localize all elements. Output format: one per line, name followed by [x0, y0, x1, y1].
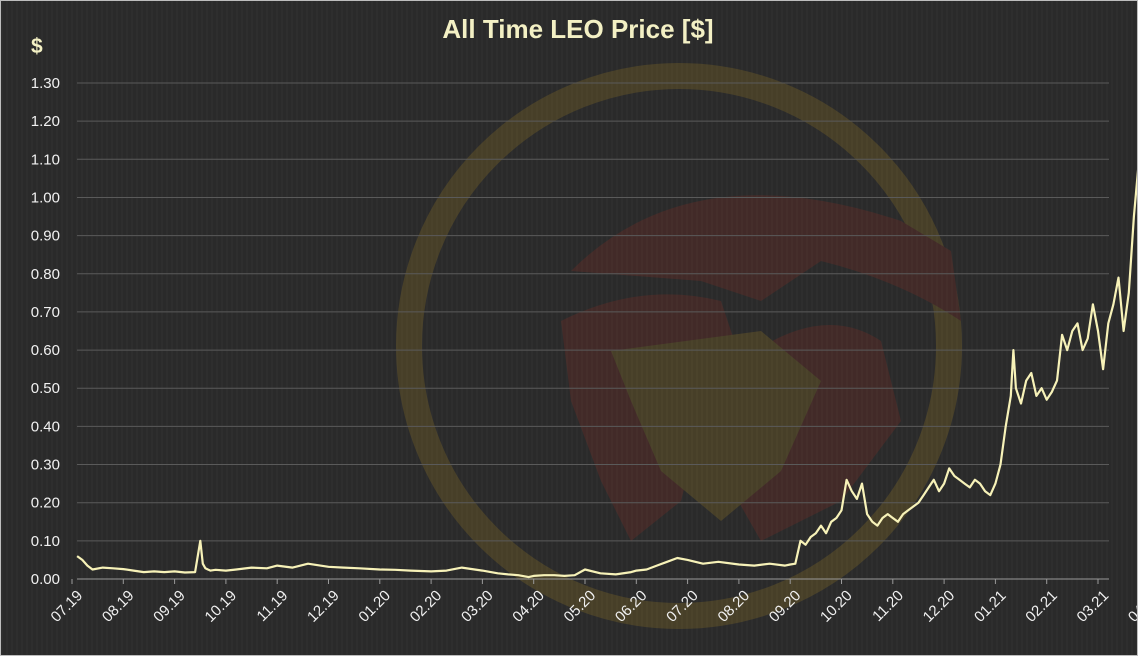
x-tick-label: 04.21	[1125, 587, 1137, 626]
x-tick-label: 11.20	[869, 587, 907, 625]
x-tick-label: 02.20	[407, 587, 446, 626]
y-tick-label: 0.90	[31, 228, 60, 245]
grid-lines	[77, 82, 1109, 542]
y-tick-label: 0.30	[31, 457, 60, 474]
x-tick-label: 03.20	[458, 587, 497, 626]
x-tick-label: 02.21	[1022, 587, 1061, 626]
x-tick-label: 12.20	[920, 587, 959, 626]
x-tick-label: 01.20	[355, 587, 394, 626]
lion-logo-watermark	[396, 63, 962, 629]
x-tick-label: 09.19	[150, 587, 189, 626]
y-tick-label: 0.70	[31, 304, 60, 321]
x-tick-label: 10.20	[817, 587, 856, 626]
x-tick-label: 07.19	[48, 587, 87, 626]
y-tick-label: 1.00	[31, 189, 60, 206]
series-group	[76, 169, 1137, 579]
y-tick-label: 0.50	[31, 380, 60, 397]
x-tick-label: 11.19	[254, 587, 292, 625]
x-tick-label: 03.21	[1074, 587, 1113, 626]
x-tick-label: 08.19	[99, 587, 138, 626]
y-tick-label: 0.80	[31, 266, 60, 283]
y-tick-label: 0.10	[31, 533, 60, 550]
y-axis-unit-label: $	[31, 35, 43, 58]
chart-title: All Time LEO Price [$]	[442, 14, 713, 44]
y-tick-label: 0.20	[31, 495, 60, 512]
y-tick-label: 0.60	[31, 342, 60, 359]
x-tick-label: 01.21	[971, 587, 1010, 626]
y-tick-label: 1.20	[31, 113, 60, 130]
y-tick-label: 0.40	[31, 418, 60, 435]
price-line	[76, 169, 1137, 579]
y-axis-ticks: 0.00 0.10 0.20 0.30 0.40 0.50 0.60 0.70 0.80 0.90…	[31, 75, 60, 588]
x-axis-ticks: 07.19 08.19 09.19 10.19 11.19 12.19 01.20 02.20…	[48, 579, 1137, 626]
x-tick-label: 10.19	[202, 587, 241, 626]
x-tick-label: 12.19	[304, 587, 343, 626]
y-tick-label: 0.00	[31, 571, 60, 588]
y-tick-label: 1.30	[31, 75, 60, 92]
y-tick-label: 1.10	[31, 151, 60, 168]
